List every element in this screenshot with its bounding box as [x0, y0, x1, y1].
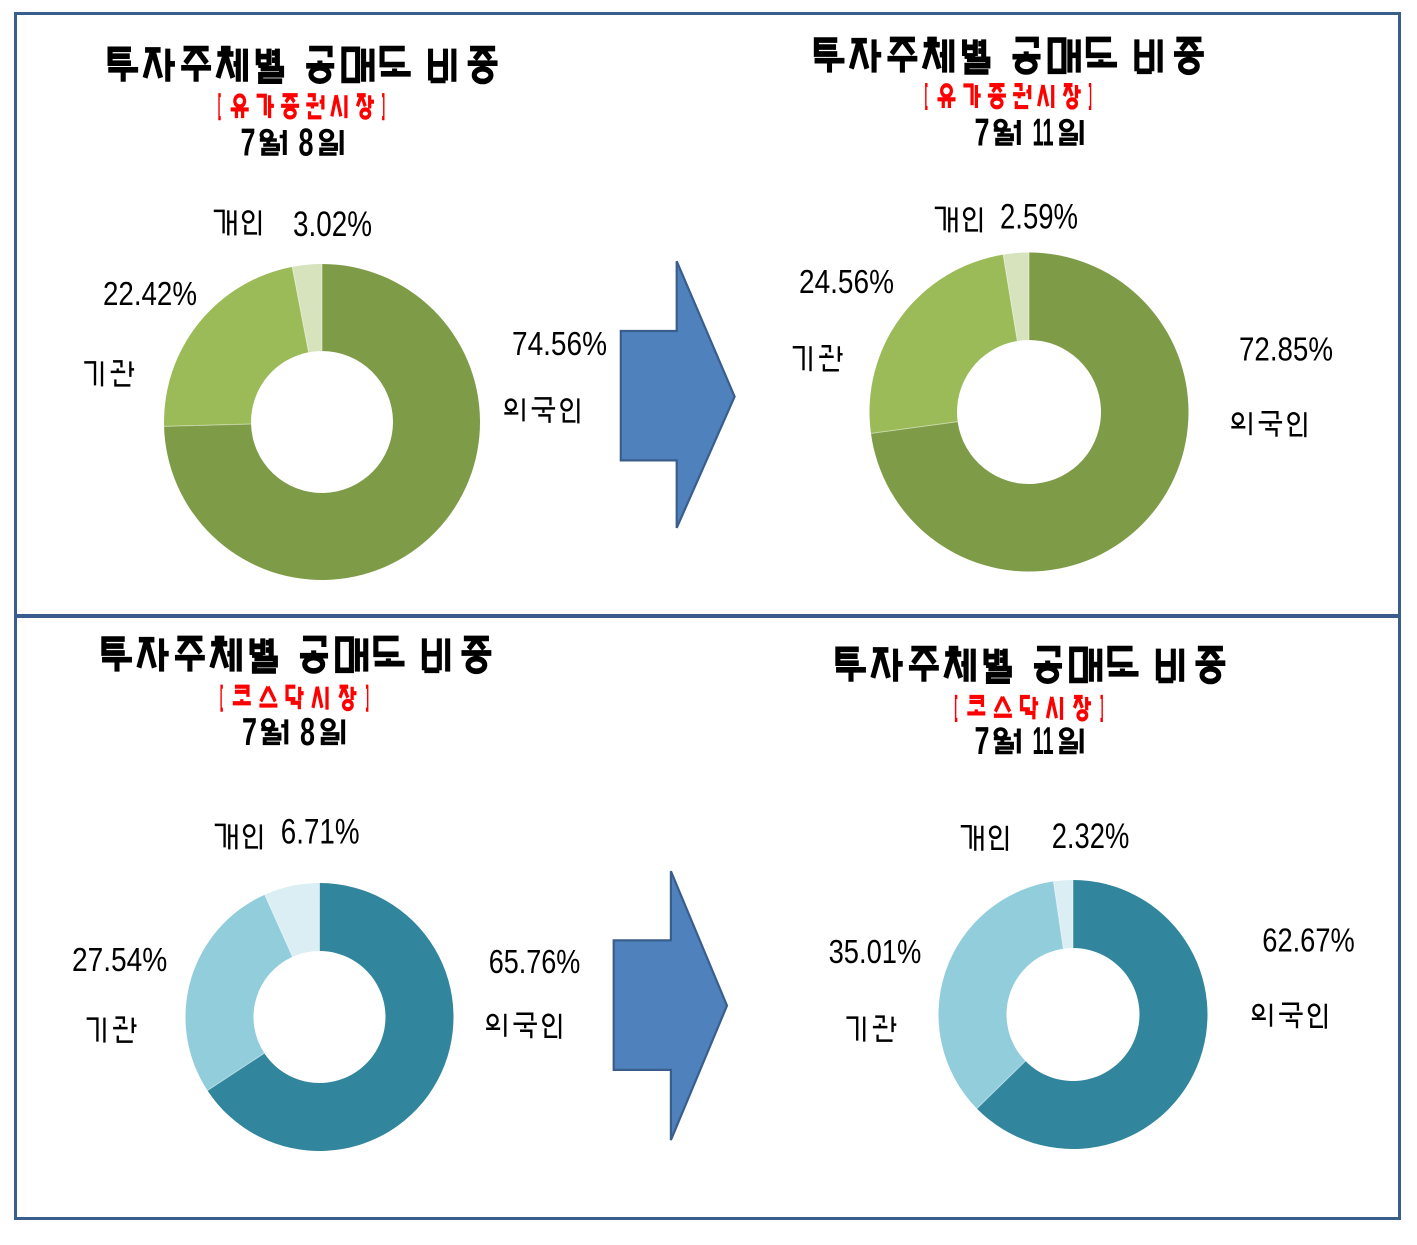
svg-text:7: 7: [242, 711, 257, 754]
svg-text:2.59%: 2.59%: [1000, 198, 1078, 237]
svg-text:7: 7: [975, 720, 990, 763]
svg-text:6.71%: 6.71%: [281, 812, 360, 851]
svg-text:8: 8: [299, 122, 314, 165]
svg-text:65.76%: 65.76%: [489, 943, 581, 980]
svg-text:7: 7: [975, 112, 990, 155]
svg-text:22.42%: 22.42%: [103, 275, 197, 312]
svg-text:35.01%: 35.01%: [829, 933, 922, 970]
svg-text:8: 8: [300, 711, 315, 754]
svg-text:27.54%: 27.54%: [72, 941, 167, 978]
svg-text:72.85%: 72.85%: [1239, 330, 1333, 367]
svg-text:24.56%: 24.56%: [799, 263, 894, 300]
svg-text:11: 11: [1033, 112, 1054, 155]
svg-text:11: 11: [1033, 720, 1054, 763]
svg-text:2.32%: 2.32%: [1052, 817, 1130, 856]
svg-text:3.02%: 3.02%: [293, 205, 372, 244]
svg-text:62.67%: 62.67%: [1262, 922, 1354, 959]
svg-text:7: 7: [241, 122, 256, 165]
svg-text:74.56%: 74.56%: [512, 325, 607, 362]
